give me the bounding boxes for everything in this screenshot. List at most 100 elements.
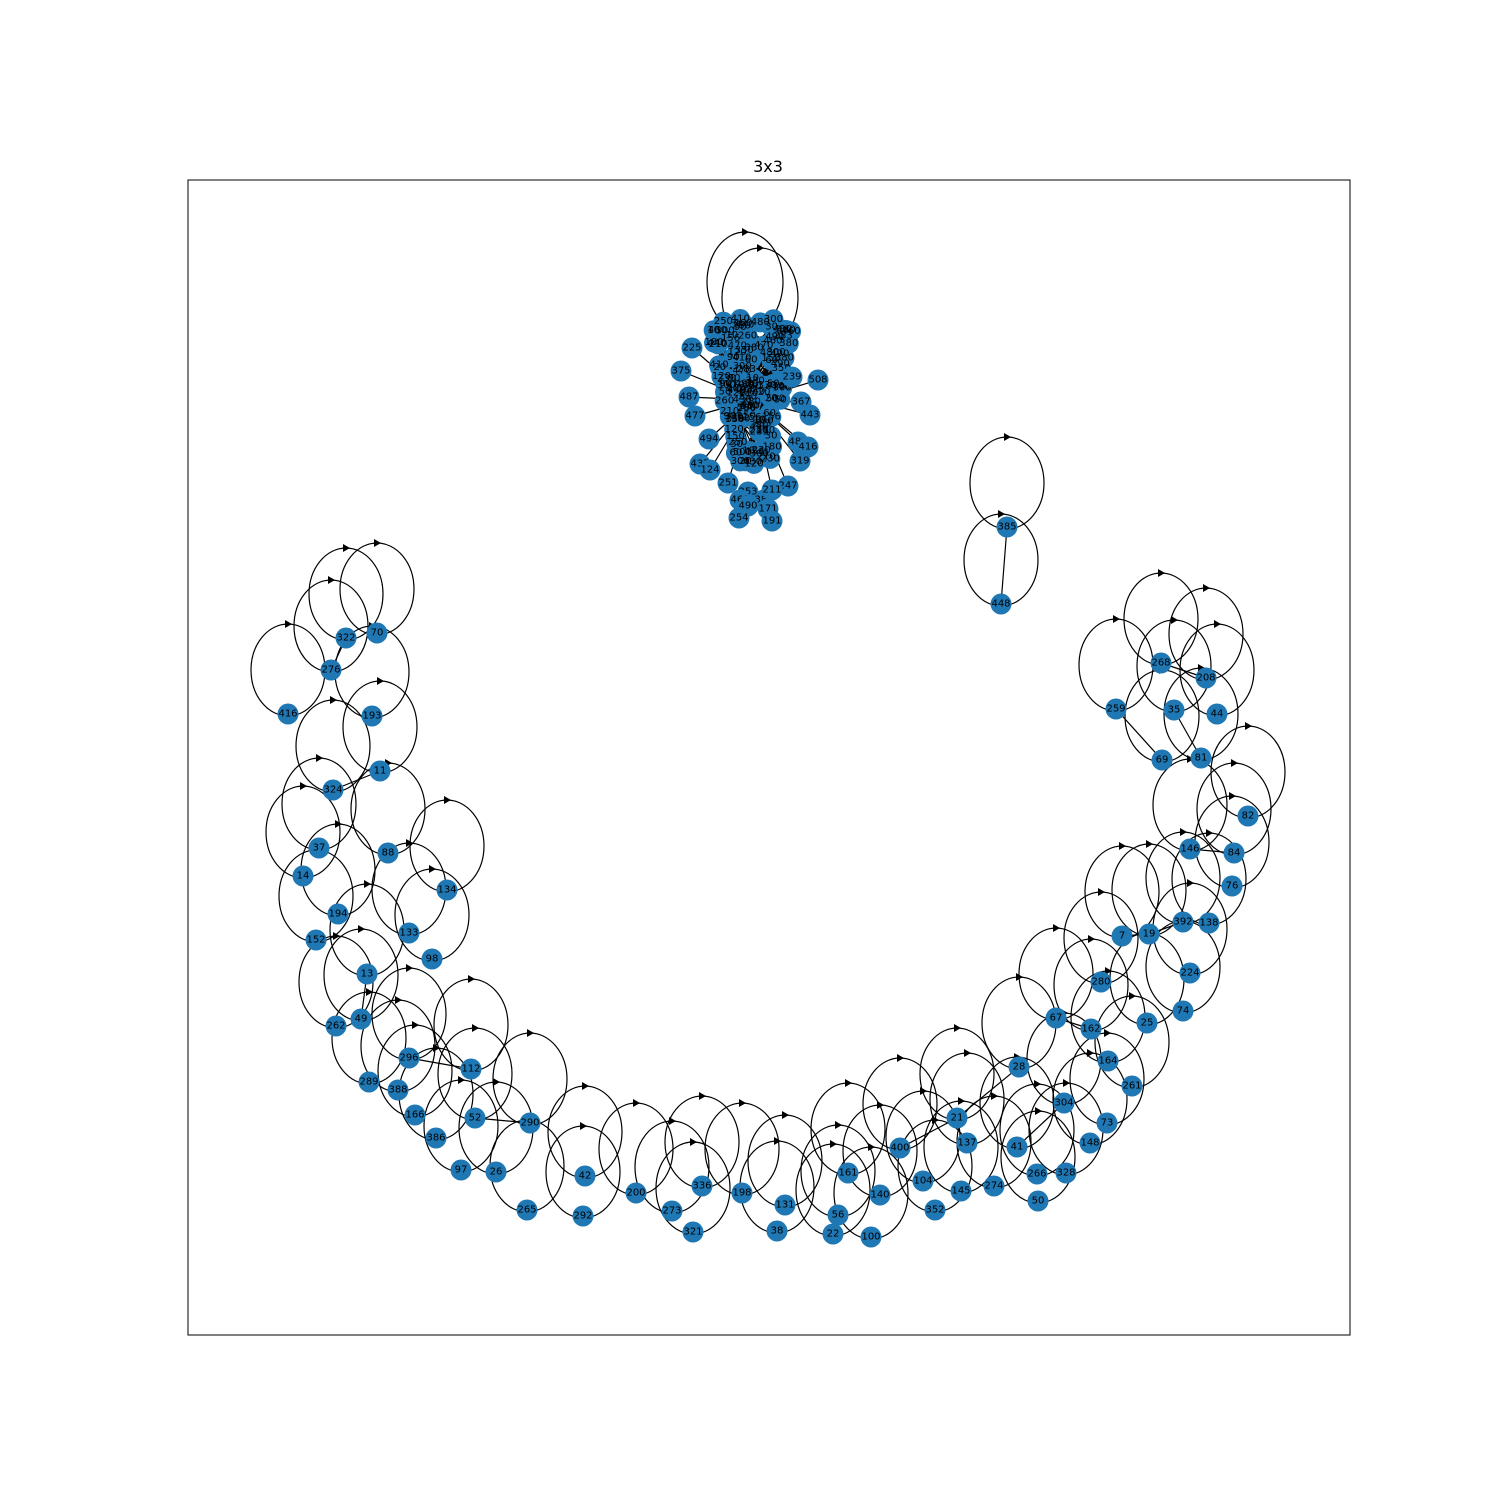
node-label: 200 [626, 1188, 645, 1199]
edge-arrowhead [493, 1078, 500, 1086]
edge-arrowhead [328, 576, 335, 584]
graph-node [736, 397, 757, 418]
graph-node [1090, 971, 1112, 993]
node-label: 410 [732, 353, 751, 364]
graph-node [425, 1127, 447, 1149]
graph-node [759, 403, 780, 424]
node-label: 330 [757, 380, 776, 391]
edge-arrowhead [358, 925, 365, 933]
graph-node [327, 903, 349, 925]
node-label: 90 [728, 373, 741, 384]
edge-arrowhead [1087, 1049, 1094, 1057]
node-label: 7 [1119, 931, 1125, 942]
edge-arrowhead [1113, 615, 1120, 623]
node-label: 134 [437, 885, 456, 896]
edge-arrowhead [458, 1076, 465, 1084]
node-label: 50 [741, 401, 754, 412]
node-label: 268 [1151, 658, 1170, 669]
node-label: 500 [766, 393, 785, 404]
self-loop-edge [885, 1090, 961, 1184]
node-label: 146 [1180, 844, 1199, 855]
graph-node [744, 442, 765, 463]
node-label: 133 [399, 928, 418, 939]
node-label: 49 [355, 1014, 368, 1025]
node-label: 500 [726, 383, 745, 394]
edge-arrowhead [1098, 888, 1105, 896]
node-label: 330 [746, 375, 765, 386]
edge-arrowhead [782, 1111, 789, 1119]
graph-node [983, 1175, 1005, 1197]
node-label: 210 [708, 339, 727, 350]
graph-node [574, 1165, 596, 1187]
node-label: 508 [808, 375, 827, 386]
node-label: 35 [1168, 705, 1181, 716]
node-label: 60 [763, 408, 776, 419]
edge-arrowhead [954, 1024, 961, 1032]
graph-node [924, 1199, 946, 1221]
node-label: 84 [1228, 848, 1241, 859]
edge-arrowhead [1158, 569, 1165, 577]
graph-node [1179, 838, 1201, 860]
graph-node [860, 1226, 882, 1248]
node-label: 350 [772, 363, 791, 374]
node-label: 120 [712, 371, 731, 382]
node-label: 440 [771, 381, 790, 392]
node-label: 350 [731, 413, 750, 424]
node-label: 480 [760, 347, 779, 358]
node-label: 171 [758, 504, 777, 515]
dense-cluster: 4401020305060901201501802102302603003303… [680, 228, 819, 491]
node-label: 60 [745, 354, 758, 365]
node-label: 10 [753, 415, 766, 426]
node-label: 388 [388, 1085, 407, 1096]
graph-node [572, 1205, 594, 1227]
node-label: 191 [762, 516, 781, 527]
graph-node [335, 627, 357, 649]
node-label: 124 [700, 465, 719, 476]
node-label: 30 [776, 324, 789, 335]
graph-node [1190, 747, 1212, 769]
node-label: 120 [727, 387, 746, 398]
self-loop-edge [1168, 587, 1244, 681]
node-label: 280 [1091, 977, 1110, 988]
self-loop-edge [423, 1079, 499, 1173]
edge-arrowhead [964, 1049, 971, 1057]
node-label: 194 [328, 909, 347, 920]
node-label: 230 [749, 425, 768, 436]
graph-node [1223, 842, 1245, 864]
graph-node [1221, 875, 1243, 897]
edge-arrowhead [991, 1092, 998, 1100]
node-label: 300 [773, 383, 792, 394]
node-label: 20 [713, 362, 726, 373]
node-label: 230 [752, 445, 771, 456]
node-label: 82 [1242, 811, 1255, 822]
self-loop-edge [1196, 762, 1272, 856]
node-label: 430 [773, 324, 792, 335]
graph-node [436, 879, 458, 901]
graph-node [350, 1008, 372, 1030]
graph-node [1079, 1132, 1101, 1154]
node-label: 250 [738, 392, 757, 403]
self-loop-edge [1124, 669, 1200, 763]
node-label: 224 [1180, 968, 1199, 979]
edge-arrowhead [1053, 924, 1060, 932]
edge-arrowhead [633, 1099, 640, 1107]
node-label: 319 [790, 456, 809, 467]
graph-node [485, 1161, 507, 1183]
node-label: 69 [1156, 755, 1169, 766]
graph-node [1027, 1190, 1049, 1212]
graph-node [1045, 1007, 1067, 1029]
graph-node [774, 1194, 796, 1216]
graph-node [681, 337, 703, 359]
node-label: 210 [739, 388, 758, 399]
edge-arrowhead [343, 544, 350, 552]
graph-node [320, 659, 342, 681]
node-label: 276 [321, 665, 340, 676]
node-label: 120 [745, 458, 764, 469]
edge-arrowhead [739, 1099, 746, 1107]
node-label: 448 [991, 599, 1010, 610]
edge-arrowhead [316, 754, 323, 762]
self-loop-edge [250, 623, 326, 717]
node-label: 300 [764, 314, 783, 325]
node-label: 494 [699, 434, 718, 445]
node-label: 321 [683, 1227, 702, 1238]
